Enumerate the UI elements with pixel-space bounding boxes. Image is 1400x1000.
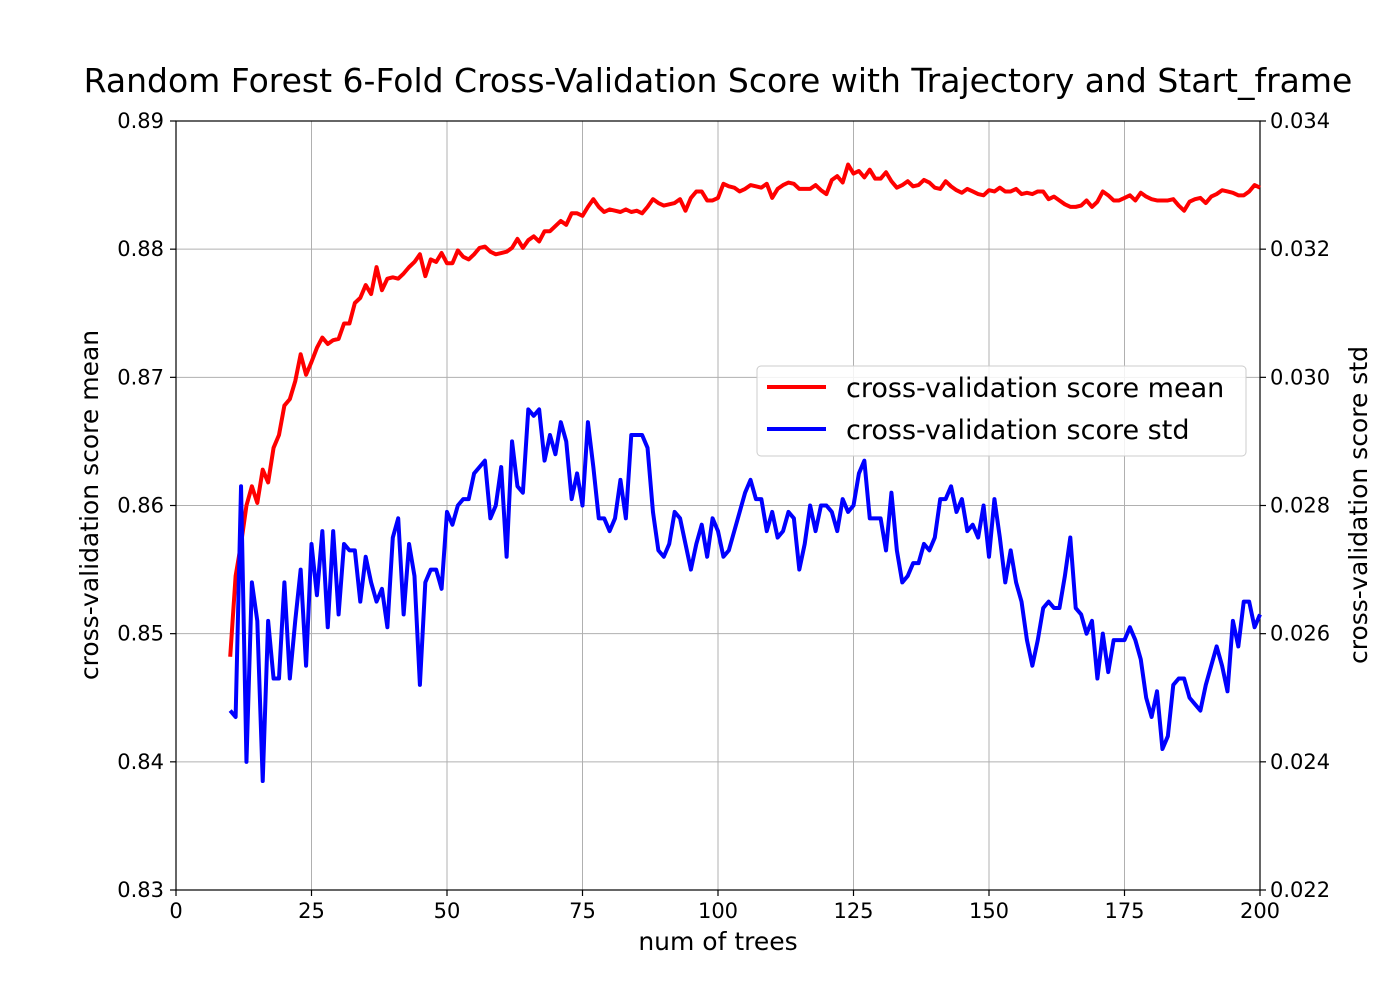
y-right-tick-label: 0.030 xyxy=(1270,365,1330,389)
y-left-tick-label: 0.83 xyxy=(117,878,164,902)
y-right-ticks: 0.022 0.024 0.026 0.028 0.030 0.032 0.034 xyxy=(1260,109,1330,902)
y-left-tick-label: 0.87 xyxy=(117,365,164,389)
y-right-tick-label: 0.034 xyxy=(1270,109,1330,133)
y-left-ticks: 0.83 0.84 0.85 0.86 0.87 0.88 0.89 xyxy=(117,109,176,902)
y-left-tick-label: 0.89 xyxy=(117,109,164,133)
y-left-tick-label: 0.88 xyxy=(117,237,164,261)
x-tick-label: 125 xyxy=(833,899,873,923)
series-line-std xyxy=(228,407,1262,784)
y-left-tick-label: 0.86 xyxy=(117,494,164,518)
x-axis-label: num of trees xyxy=(638,927,797,956)
y-axis-right-label: cross-validation score std xyxy=(1344,346,1373,664)
x-ticks: 0 25 50 75 100 125 150 175 200 xyxy=(169,890,1280,923)
x-tick-label: 175 xyxy=(1104,899,1144,923)
y-right-tick-label: 0.022 xyxy=(1270,878,1330,902)
x-tick-label: 0 xyxy=(169,899,182,923)
y-left-tick-label: 0.84 xyxy=(117,750,164,774)
x-tick-label: 25 xyxy=(298,899,325,923)
y-right-tick-label: 0.028 xyxy=(1270,494,1330,518)
series-line-mean xyxy=(228,162,1261,657)
x-tick-label: 200 xyxy=(1240,899,1280,923)
y-right-tick-label: 0.024 xyxy=(1270,750,1330,774)
y-right-tick-label: 0.026 xyxy=(1270,622,1330,646)
x-tick-label: 100 xyxy=(698,899,738,923)
legend-label-mean: cross-validation score mean xyxy=(846,373,1224,404)
x-tick-label: 150 xyxy=(969,899,1009,923)
chart-title: Random Forest 6-Fold Cross-Validation Sc… xyxy=(84,61,1353,100)
y-left-tick-label: 0.85 xyxy=(117,622,164,646)
legend-label-std: cross-validation score std xyxy=(846,415,1189,446)
y-axis-left-label: cross-validation score mean xyxy=(75,330,104,680)
x-tick-label: 75 xyxy=(569,899,596,923)
legend: cross-validation score mean cross-valida… xyxy=(756,365,1247,457)
x-tick-label: 50 xyxy=(434,899,461,923)
legend-box xyxy=(756,365,1247,457)
y-right-tick-label: 0.032 xyxy=(1270,237,1330,261)
